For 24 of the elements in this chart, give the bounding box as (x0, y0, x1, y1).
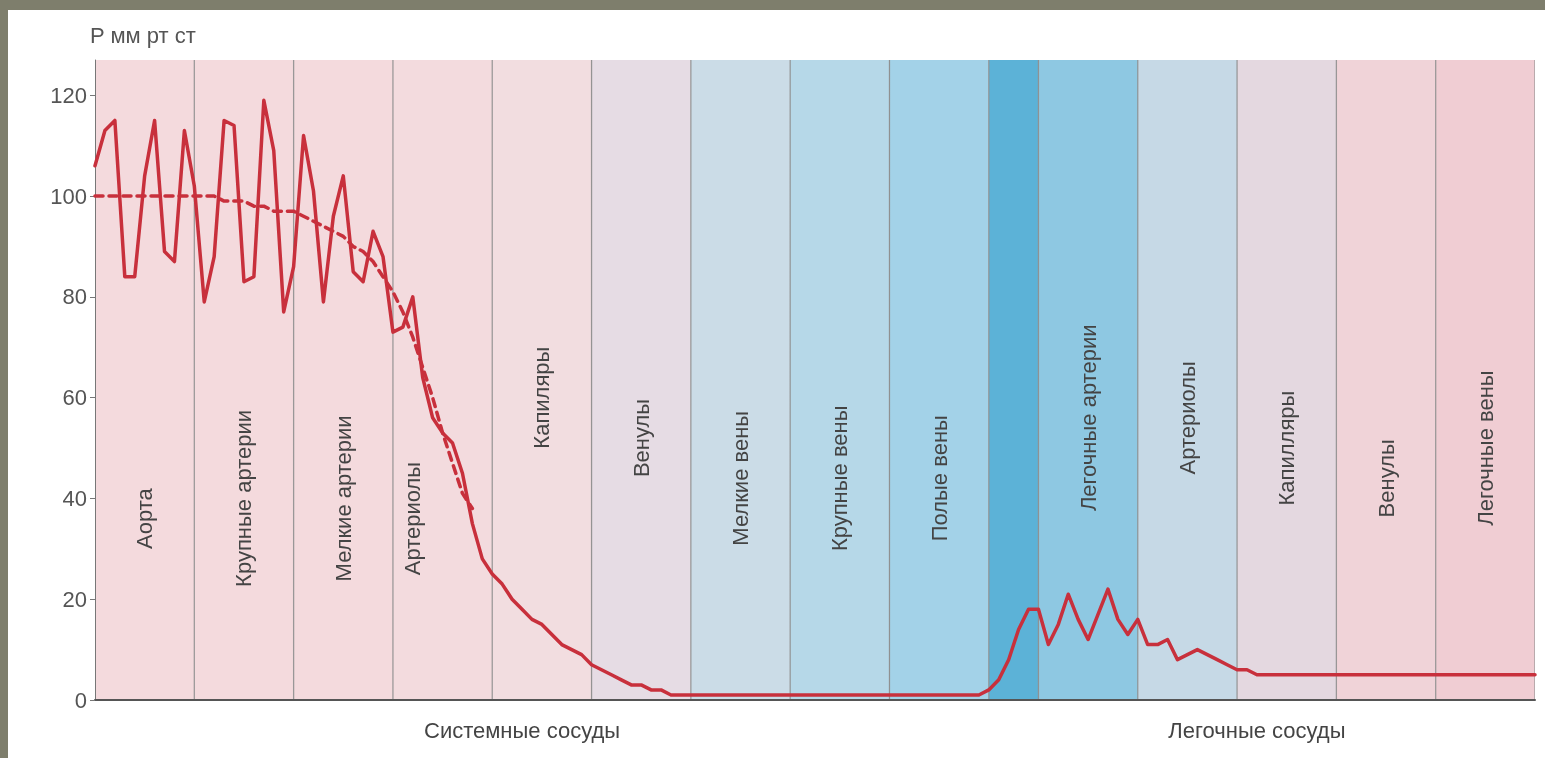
annotation: Легочные вены (1472, 370, 1498, 526)
text: Легочные сосуды (1168, 717, 1346, 743)
y-tick-label: 80 (62, 284, 87, 310)
annotation: Мелкие вены (728, 410, 754, 546)
y-tick-label: 120 (50, 82, 87, 108)
annotation: Венулы (628, 398, 654, 478)
annotation: Крупные вены (827, 405, 853, 552)
y-tick-label: 0 (74, 687, 87, 713)
annotation: Артериолы (400, 461, 426, 576)
annotation: Венулы (1373, 439, 1399, 518)
annotation: Аорта (132, 487, 158, 549)
y-tick-label: 20 (62, 586, 87, 612)
annotation: Капилляры (1274, 390, 1300, 506)
y-tick-label: 100 (50, 183, 87, 209)
annotation: Капиляры (529, 346, 555, 449)
annotation: Артериолы (1174, 361, 1200, 475)
annotation: Полые вены (926, 415, 952, 542)
y-axis-title: P мм рт ст (90, 22, 196, 48)
annotation: Крупные артерии (231, 409, 257, 587)
y-tick-label: 40 (62, 485, 87, 511)
annotation: Легочные артерии (1075, 324, 1101, 512)
y-tick-label: 60 (62, 385, 87, 411)
text: Системные сосуды (424, 717, 621, 743)
annotation: Мелкие артерии (330, 415, 356, 582)
